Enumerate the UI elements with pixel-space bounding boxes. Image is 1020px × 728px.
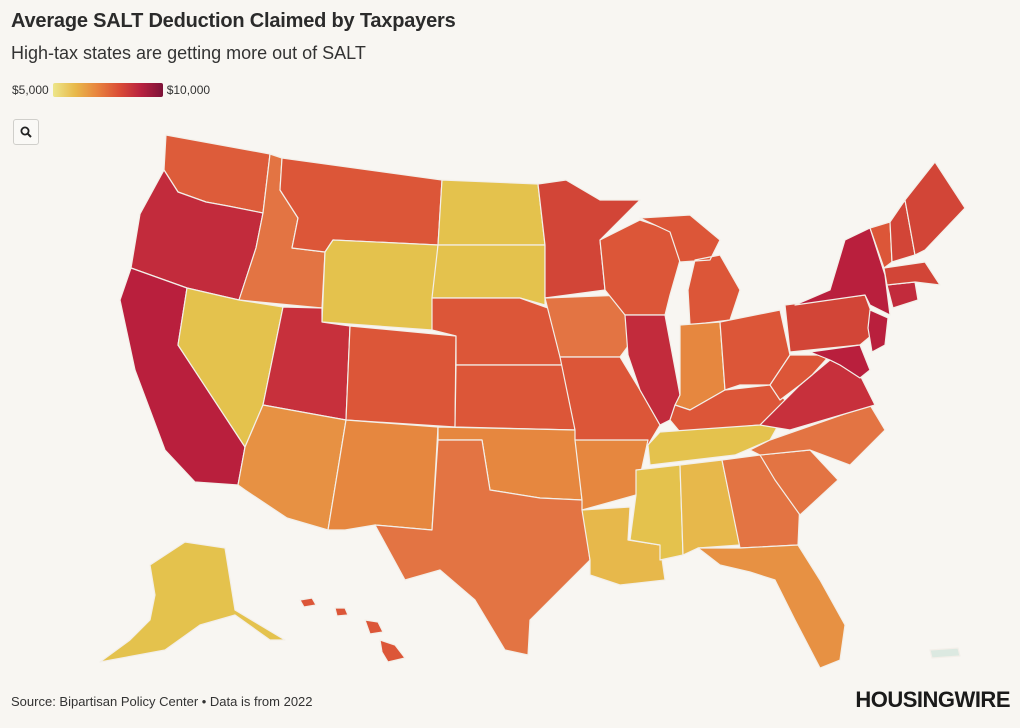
state-new-jersey[interactable] [867, 309, 889, 353]
map-subtitle: High-tax states are getting more out of … [11, 43, 366, 63]
state-hawaii[interactable] [299, 597, 406, 663]
state-maine[interactable] [904, 161, 966, 256]
state-alabama[interactable] [679, 459, 741, 556]
state-connecticut[interactable] [886, 281, 919, 309]
state-arkansas[interactable] [574, 439, 649, 511]
state-north-dakota[interactable] [437, 179, 546, 246]
state-kansas[interactable] [454, 364, 576, 431]
state-west-virginia[interactable] [769, 354, 831, 401]
legend-max-label: $10,000 [166, 83, 211, 97]
state-illinois[interactable] [624, 314, 681, 426]
state-south-dakota[interactable] [431, 244, 546, 306]
state-louisiana[interactable] [581, 506, 666, 586]
state-massachusetts[interactable] [883, 261, 941, 286]
state-alaska[interactable] [99, 541, 286, 663]
state-north-carolina[interactable] [749, 404, 886, 466]
search-button[interactable] [13, 119, 39, 145]
state-missouri[interactable] [559, 356, 661, 446]
legend-gradient-bar [52, 83, 163, 97]
state-wyoming[interactable] [321, 239, 439, 331]
state-colorado[interactable] [345, 325, 457, 428]
state-montana[interactable] [279, 157, 443, 253]
source-note: Source: Bipartisan Policy Center • Data … [11, 694, 313, 709]
state-new-mexico[interactable] [327, 419, 439, 531]
state-florida[interactable] [697, 544, 846, 669]
legend-min-label: $5,000 [12, 83, 49, 97]
housingwire-logo[interactable]: HOUSINGWIRE [855, 687, 1010, 712]
map-title: Average SALT Deduction Claimed by Taxpay… [11, 10, 456, 32]
color-legend: $5,000 $10,000 [12, 82, 210, 98]
state-maryland[interactable] [809, 344, 871, 379]
state-wisconsin[interactable] [599, 219, 681, 316]
search-icon [20, 126, 32, 138]
state-texas[interactable] [374, 439, 591, 656]
territory-puerto-rico[interactable] [929, 647, 961, 659]
